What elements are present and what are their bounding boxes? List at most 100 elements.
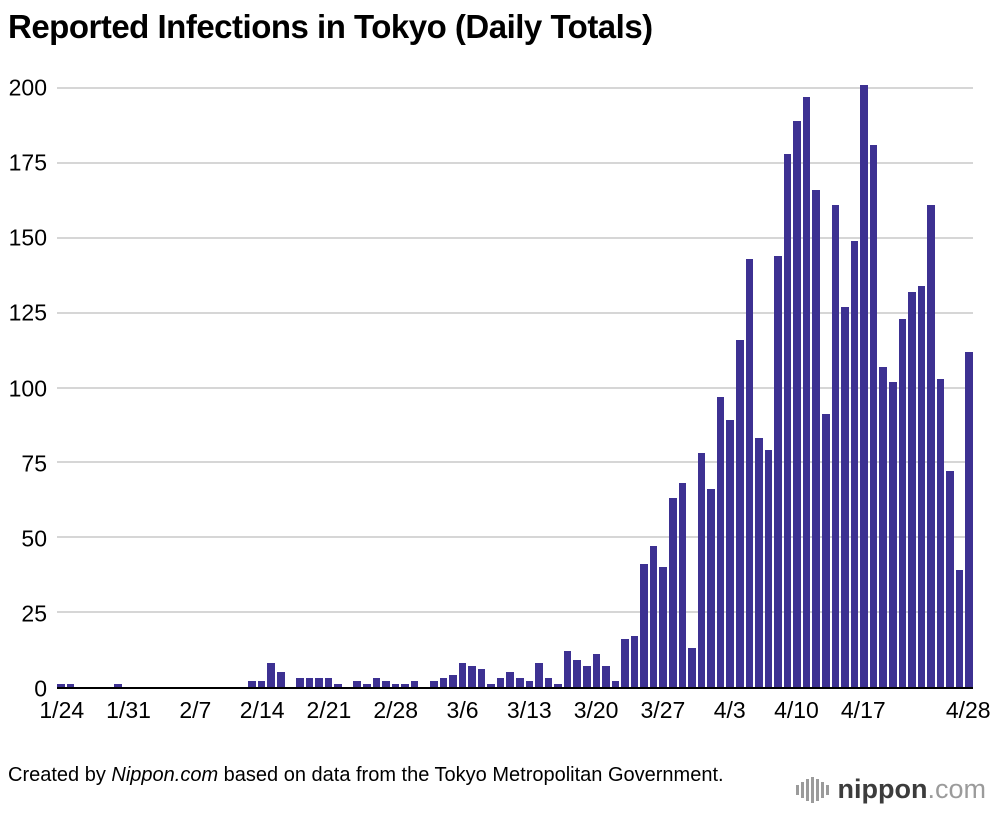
logo-bar (800, 781, 804, 798)
logo-bar (820, 781, 824, 798)
bar-4-14 (831, 204, 840, 687)
x-tick-label: 4/3 (713, 697, 746, 723)
logo-bar (805, 778, 809, 801)
gridline (57, 236, 973, 239)
bar-4-17 (860, 85, 868, 687)
logo-bar (815, 778, 819, 801)
y-tick-label: 75 (21, 450, 47, 477)
bar-4-3 (726, 420, 734, 687)
bar-4-23 (917, 285, 926, 687)
logo-wordmark: nippon.com (838, 776, 986, 803)
x-tick-label: 3/13 (506, 697, 552, 723)
bar-3-12 (516, 678, 524, 687)
bar-2-29 (401, 684, 409, 687)
bar-4-25 (936, 378, 945, 687)
y-tick-label: 175 (8, 149, 47, 176)
bar-2-24 (353, 681, 361, 687)
bar-3-21 (602, 666, 610, 687)
bar-4-10 (793, 120, 801, 687)
logo-name: nippon (837, 774, 928, 804)
bar-4-8 (774, 255, 782, 687)
bar-4-1 (707, 489, 715, 687)
bar-2-18 (296, 678, 304, 687)
bar-3-25 (640, 564, 648, 687)
bar-2-28 (391, 684, 400, 687)
attribution-source-name: Nippon.com (111, 764, 219, 786)
bar-3-7 (468, 666, 476, 687)
logo-bar (795, 784, 799, 795)
x-tick-label: 3/6 (446, 697, 479, 723)
bar-2-21 (324, 678, 333, 687)
bar-3-31 (697, 453, 706, 687)
soundwave-bars-icon (795, 776, 829, 803)
bar-3-10 (496, 678, 505, 687)
x-axis-labels: 1/24 1/31 2/7 2/14 2/21 2/28 3/6 3/13 3/20 3/27 4/… (39, 697, 990, 727)
gridline (57, 461, 973, 464)
y-tick-label: 100 (8, 375, 47, 401)
bar-3-30 (688, 648, 696, 687)
gridline (57, 611, 973, 614)
bar-3-4 (439, 678, 448, 687)
bar-3-11 (506, 672, 514, 687)
bar-3-15 (544, 678, 553, 687)
attribution-prefix: Created by (8, 764, 112, 786)
bar-3-9 (487, 684, 495, 687)
nippon-logo: nippon.com (795, 776, 986, 803)
logo-tld: .com (927, 774, 986, 804)
bar-3-24 (630, 636, 639, 687)
bar-2-25 (363, 684, 371, 687)
bar-2-16 (276, 672, 285, 687)
x-tick-label: 1/31 (106, 697, 151, 723)
bar-4-9 (783, 153, 792, 687)
bar-4-27 (955, 570, 964, 687)
bar-1-30 (114, 684, 122, 687)
y-tick-label: 125 (8, 299, 47, 326)
bar-4-22 (908, 291, 916, 687)
bar-3-8 (477, 669, 486, 687)
bar-4-19 (879, 366, 887, 687)
bar-2-26 (372, 678, 381, 687)
plot-area (57, 85, 973, 689)
y-tick-label: 200 (8, 74, 47, 101)
bar-4-26 (946, 471, 954, 687)
bar-3-29 (678, 483, 687, 687)
y-tick-label: 50 (21, 525, 47, 552)
bar-4-21 (898, 318, 907, 687)
bar-4-2 (716, 396, 725, 687)
bar-2-19 (305, 678, 314, 687)
bar-2-27 (382, 681, 390, 687)
bar-1-24 (57, 684, 65, 687)
bar-1-25 (66, 684, 75, 687)
x-tick-label: 4/10 (774, 697, 819, 723)
x-tick-label: 2/7 (179, 697, 212, 723)
x-tick-label: 3/20 (573, 697, 619, 723)
y-axis-labels: 0 25 50 75 100 125 150 175 200 (0, 76, 47, 700)
bar-4-15 (841, 306, 849, 687)
bar-3-17 (563, 651, 572, 687)
source-attribution: Created by Nippon.com based on data from… (8, 762, 783, 788)
bar-3-1 (410, 681, 419, 687)
x-tick-label: 2/28 (373, 697, 419, 723)
bar-4-24 (927, 204, 935, 687)
bar-4-6 (755, 438, 763, 687)
bar-2-15 (267, 663, 275, 687)
y-tick-label: 25 (21, 600, 47, 627)
bar-4-16 (850, 240, 859, 687)
bar-4-20 (888, 381, 897, 687)
gridline (57, 311, 973, 314)
bar-3-27 (659, 567, 667, 687)
gridline (57, 386, 973, 389)
bar-3-19 (582, 666, 591, 687)
bar-3-23 (621, 639, 629, 687)
bar-2-14 (257, 681, 266, 687)
bar-4-7 (764, 450, 773, 687)
gridline (57, 161, 973, 164)
chart-title: Reported Infections in Tokyo (Daily Tota… (8, 8, 653, 45)
bar-3-20 (592, 654, 601, 687)
bar-4-28 (965, 351, 973, 687)
bar-3-5 (449, 675, 457, 687)
bars-container (57, 85, 973, 687)
x-tick-label: 4/17 (840, 697, 886, 723)
logo-bar (825, 784, 829, 795)
